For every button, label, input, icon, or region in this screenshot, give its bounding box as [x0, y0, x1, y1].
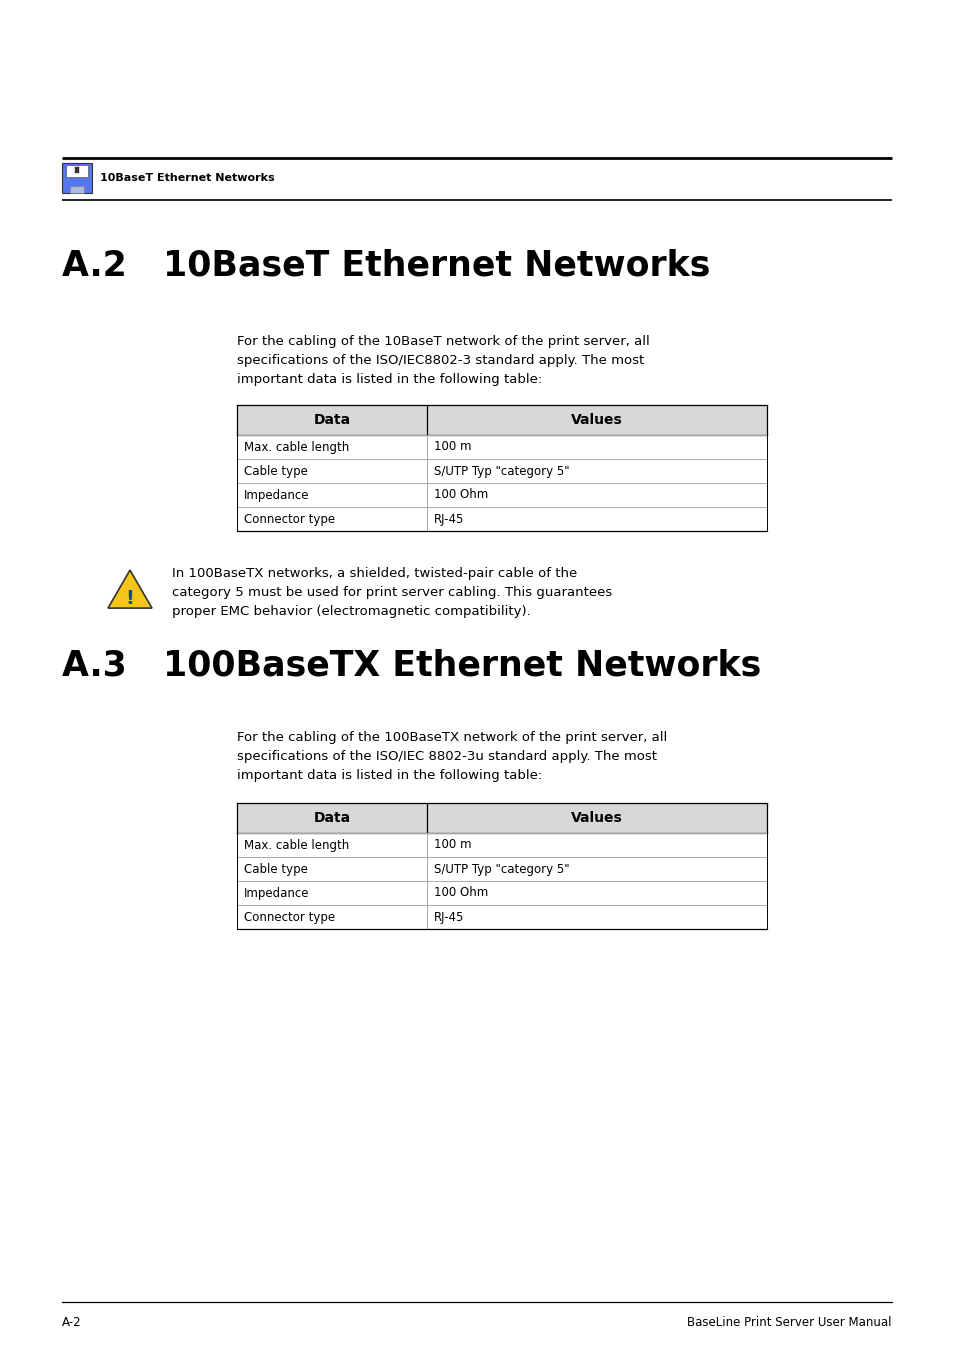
FancyBboxPatch shape	[236, 802, 766, 834]
Text: 100 m: 100 m	[434, 839, 471, 851]
Text: For the cabling of the 100BaseTX network of the print server, all: For the cabling of the 100BaseTX network…	[236, 731, 666, 744]
Text: S/UTP Typ "category 5": S/UTP Typ "category 5"	[434, 862, 569, 875]
Text: A.2   10BaseT Ethernet Networks: A.2 10BaseT Ethernet Networks	[62, 249, 710, 282]
Text: Cable type: Cable type	[244, 862, 308, 875]
Text: important data is listed in the following table:: important data is listed in the followin…	[236, 769, 541, 782]
FancyBboxPatch shape	[236, 405, 766, 435]
Text: Values: Values	[571, 413, 622, 427]
Text: Max. cable length: Max. cable length	[244, 440, 349, 454]
FancyBboxPatch shape	[75, 168, 79, 173]
Text: Data: Data	[314, 413, 350, 427]
FancyBboxPatch shape	[62, 163, 91, 193]
Text: 100 Ohm: 100 Ohm	[434, 886, 488, 900]
Text: Values: Values	[571, 811, 622, 825]
Text: specifications of the ISO/IEC8802-3 standard apply. The most: specifications of the ISO/IEC8802-3 stan…	[236, 354, 643, 367]
Text: Connector type: Connector type	[244, 911, 335, 924]
Text: !: !	[126, 589, 134, 608]
Text: BaseLine Print Server User Manual: BaseLine Print Server User Manual	[687, 1316, 891, 1329]
Text: Connector type: Connector type	[244, 512, 335, 526]
Text: S/UTP Typ "category 5": S/UTP Typ "category 5"	[434, 465, 569, 477]
Text: RJ-45: RJ-45	[434, 911, 464, 924]
Text: 100 m: 100 m	[434, 440, 471, 454]
Text: For the cabling of the 10BaseT network of the print server, all: For the cabling of the 10BaseT network o…	[236, 335, 649, 349]
Text: important data is listed in the following table:: important data is listed in the followin…	[236, 373, 541, 386]
Text: 10BaseT Ethernet Networks: 10BaseT Ethernet Networks	[100, 173, 274, 182]
Text: category 5 must be used for print server cabling. This guarantees: category 5 must be used for print server…	[172, 586, 612, 598]
FancyBboxPatch shape	[66, 165, 88, 177]
Text: A.3   100BaseTX Ethernet Networks: A.3 100BaseTX Ethernet Networks	[62, 648, 760, 684]
FancyBboxPatch shape	[70, 186, 84, 193]
Text: In 100BaseTX networks, a shielded, twisted-pair cable of the: In 100BaseTX networks, a shielded, twist…	[172, 567, 577, 580]
Text: Max. cable length: Max. cable length	[244, 839, 349, 851]
Text: proper EMC behavior (electromagnetic compatibility).: proper EMC behavior (electromagnetic com…	[172, 605, 530, 617]
Text: RJ-45: RJ-45	[434, 512, 464, 526]
Polygon shape	[108, 570, 152, 608]
Text: Data: Data	[314, 811, 350, 825]
Text: specifications of the ISO/IEC 8802-3u standard apply. The most: specifications of the ISO/IEC 8802-3u st…	[236, 750, 657, 763]
Text: A-2: A-2	[62, 1316, 82, 1329]
Text: Impedance: Impedance	[244, 489, 309, 501]
Text: Cable type: Cable type	[244, 465, 308, 477]
Text: Impedance: Impedance	[244, 886, 309, 900]
Text: 100 Ohm: 100 Ohm	[434, 489, 488, 501]
